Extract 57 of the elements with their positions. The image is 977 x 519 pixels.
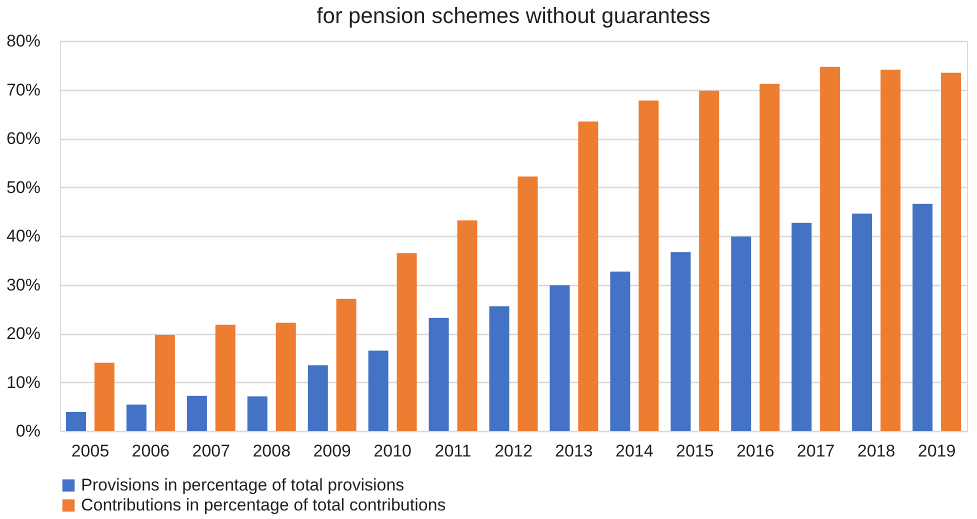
y-tick-label: 40% bbox=[6, 226, 40, 246]
bar bbox=[154, 334, 175, 431]
x-tick-label: 2019 bbox=[918, 442, 956, 460]
bar bbox=[94, 362, 114, 431]
bar bbox=[247, 396, 268, 431]
y-tick-label: 60% bbox=[6, 129, 40, 148]
bar bbox=[670, 252, 691, 431]
x-tick-label: 2008 bbox=[252, 442, 291, 460]
bar bbox=[126, 404, 146, 431]
x-tick-label: 2015 bbox=[676, 442, 714, 460]
x-tick-label: 2010 bbox=[374, 442, 412, 460]
bar bbox=[731, 236, 752, 431]
y-tick-label: 10% bbox=[6, 372, 40, 392]
bar bbox=[760, 84, 780, 431]
x-tick-label: 2006 bbox=[132, 442, 170, 460]
bar bbox=[610, 272, 630, 431]
bar bbox=[699, 90, 720, 431]
x-tick-label: 2014 bbox=[616, 442, 654, 460]
x-tick-label: 2009 bbox=[313, 442, 352, 460]
y-tick-label: 70% bbox=[6, 80, 40, 100]
bar bbox=[428, 318, 449, 431]
bar bbox=[368, 350, 388, 431]
x-tick-label: 2016 bbox=[736, 442, 774, 460]
bar bbox=[852, 214, 872, 431]
bar bbox=[336, 298, 356, 431]
bar bbox=[912, 204, 933, 431]
bar bbox=[457, 220, 478, 431]
y-tick-label: 0% bbox=[16, 422, 40, 440]
chart-title: for pension schemes without guarantess bbox=[316, 3, 710, 28]
bar bbox=[518, 176, 538, 431]
y-tick-label: 50% bbox=[6, 178, 40, 197]
bar bbox=[820, 66, 840, 431]
bar bbox=[276, 322, 296, 431]
bar bbox=[638, 100, 659, 431]
x-tick-label: 2018 bbox=[857, 442, 896, 460]
legend-label: Contributions in percentage of total contributions bbox=[81, 496, 446, 514]
x-tick-label: 2017 bbox=[796, 442, 835, 460]
x-tick-label: 2011 bbox=[434, 442, 472, 460]
bar bbox=[396, 253, 417, 431]
bar bbox=[880, 70, 901, 431]
x-tick-label: 2013 bbox=[555, 442, 593, 460]
y-tick-label: 30% bbox=[6, 275, 40, 294]
x-tick-label: 2012 bbox=[494, 442, 532, 460]
bar bbox=[66, 412, 86, 431]
bar bbox=[489, 306, 510, 431]
bar bbox=[578, 121, 598, 431]
bar bbox=[792, 222, 812, 431]
bar bbox=[940, 72, 961, 431]
bar bbox=[215, 324, 236, 431]
bar bbox=[308, 365, 328, 431]
bar bbox=[550, 285, 570, 431]
y-tick-label: 20% bbox=[6, 324, 40, 343]
x-tick-label: 2007 bbox=[192, 442, 230, 460]
legend-label: Provisions in percentage of total provisions bbox=[81, 476, 404, 494]
bar bbox=[186, 396, 207, 431]
x-tick-label: 2005 bbox=[71, 442, 110, 460]
y-tick-label: 80% bbox=[6, 32, 40, 50]
